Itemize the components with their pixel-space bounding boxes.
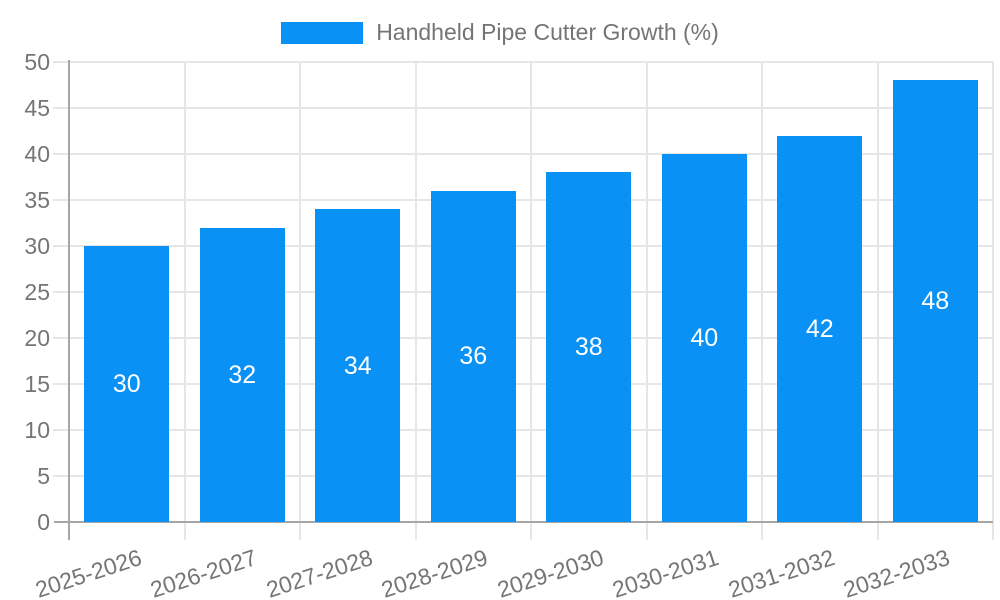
x-axis-label: 2029-2030: [493, 544, 607, 600]
y-axis-label: 40: [24, 141, 50, 167]
bar[interactable]: [84, 246, 170, 522]
y-axis-tick: [53, 383, 69, 385]
legend-swatch: [281, 21, 364, 44]
y-axis-line: [68, 60, 70, 540]
y-axis-label: 5: [37, 463, 50, 489]
bar-value-label: 34: [343, 351, 372, 380]
y-axis-label: 45: [24, 95, 50, 121]
vertical-gridline: [992, 62, 994, 540]
y-axis-tick: [53, 199, 69, 201]
bar[interactable]: [199, 227, 285, 522]
y-axis-tick: [53, 61, 69, 63]
y-axis-tick: [53, 337, 69, 339]
horizontal-gridline: [69, 475, 993, 477]
bar-value-label: 42: [805, 314, 834, 343]
vertical-gridline: [876, 62, 879, 540]
y-axis-label: 25: [24, 279, 50, 305]
y-axis-label: 50: [24, 49, 50, 75]
x-axis-label: 2031-2032: [724, 544, 838, 600]
vertical-gridline: [645, 62, 648, 540]
vertical-gridline: [414, 62, 417, 540]
y-axis-label: 10: [24, 417, 50, 443]
y-axis-label: 0: [37, 509, 50, 535]
x-axis-label: 2030-2031: [609, 544, 722, 600]
y-axis-tick: [53, 291, 69, 293]
y-axis-tick: [53, 245, 69, 247]
x-axis-label: 2028-2029: [378, 544, 491, 600]
chart-legend[interactable]: Handheld Pipe Cutter Growth (%): [0, 19, 1000, 46]
horizontal-gridline: [69, 107, 993, 109]
x-axis-label: 2027-2028: [262, 544, 376, 600]
y-axis-label: 20: [24, 325, 50, 351]
horizontal-gridline: [69, 153, 993, 155]
bar-value-label: 40: [690, 324, 719, 352]
x-axis-label: 2032-2033: [840, 544, 953, 600]
horizontal-gridline: [69, 199, 993, 201]
vertical-gridline: [761, 62, 763, 540]
y-axis-label: 30: [24, 233, 50, 259]
bar-value-label: 48: [921, 287, 950, 316]
horizontal-gridline: [69, 245, 993, 247]
y-axis-tick: [53, 153, 69, 155]
bar[interactable]: [777, 135, 863, 522]
vertical-gridline: [299, 62, 301, 540]
bar[interactable]: [892, 80, 978, 522]
y-axis-label: 35: [24, 187, 50, 213]
bar-value-label: 32: [228, 360, 257, 389]
x-axis-label: 2025-2026: [31, 544, 145, 600]
bar-value-label: 38: [574, 333, 603, 362]
bar[interactable]: [315, 209, 401, 522]
vertical-gridline: [183, 62, 186, 540]
y-axis-tick: [53, 107, 69, 109]
bar[interactable]: [661, 154, 747, 522]
bar-value-label: 30: [112, 370, 141, 398]
y-axis-tick: [53, 429, 69, 431]
horizontal-gridline: [69, 337, 993, 339]
horizontal-gridline: [69, 291, 993, 293]
bar[interactable]: [546, 172, 632, 522]
horizontal-gridline: [69, 383, 993, 385]
y-axis-label: 15: [24, 371, 50, 397]
x-axis-baseline: [54, 521, 993, 523]
horizontal-gridline: [69, 429, 993, 431]
bar[interactable]: [430, 190, 516, 522]
x-axis-label: 2026-2027: [147, 544, 260, 600]
horizontal-gridline: [69, 61, 993, 63]
vertical-gridline: [530, 62, 532, 540]
legend-label: Handheld Pipe Cutter Growth (%): [376, 19, 719, 45]
y-axis-tick: [53, 475, 69, 477]
bar-value-label: 36: [459, 342, 488, 371]
